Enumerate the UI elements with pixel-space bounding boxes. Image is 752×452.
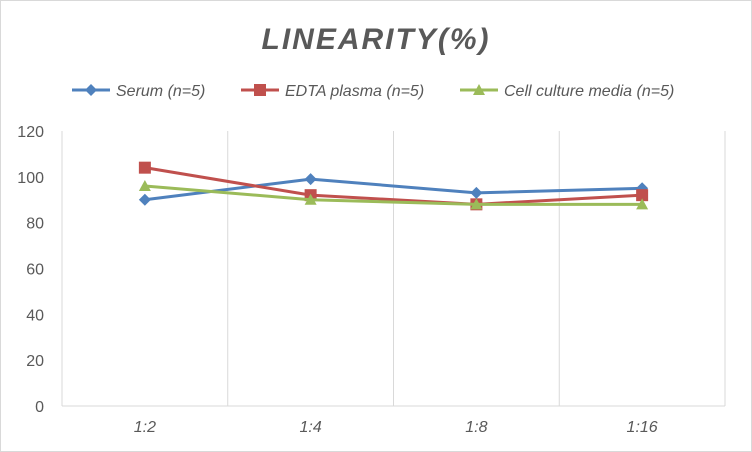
data-point bbox=[470, 198, 483, 210]
data-point bbox=[138, 180, 151, 191]
series-layer bbox=[138, 161, 649, 211]
data-point bbox=[138, 193, 151, 206]
x-tick-label: 1:4 bbox=[300, 419, 322, 436]
data-point bbox=[636, 198, 649, 210]
y-tick-label: 80 bbox=[26, 216, 44, 233]
legend: Serum (n=5) EDTA plasma (n=5) Cell culture… bbox=[72, 83, 674, 100]
data-point bbox=[636, 189, 649, 202]
series-line bbox=[144, 184, 643, 206]
data-point bbox=[304, 193, 317, 205]
x-tick-label: 1:8 bbox=[465, 419, 487, 436]
y-tick-label: 0 bbox=[35, 399, 44, 416]
y-tick-label: 40 bbox=[26, 307, 44, 324]
legend-label: Cell culture media (n=5) bbox=[504, 83, 674, 100]
y-tick-label: 100 bbox=[17, 170, 44, 187]
legend-marker bbox=[85, 84, 97, 96]
legend-marker bbox=[473, 84, 485, 95]
legend-marker bbox=[254, 84, 266, 96]
y-axis: 0 20 40 60 80 100 120 bbox=[17, 124, 44, 416]
data-point bbox=[470, 186, 483, 199]
series-line bbox=[144, 177, 643, 202]
y-tick-label: 60 bbox=[26, 262, 44, 279]
data-point bbox=[304, 173, 317, 186]
legend-label: EDTA plasma (n=5) bbox=[285, 83, 424, 100]
y-tick-label: 120 bbox=[17, 124, 44, 141]
legend-item: Serum (n=5) bbox=[72, 83, 205, 100]
data-point bbox=[138, 161, 151, 174]
legend-item: Cell culture media (n=5) bbox=[460, 83, 674, 100]
legend-item: EDTA plasma (n=5) bbox=[241, 83, 424, 100]
chart-title: LINEARITY(%) bbox=[262, 23, 491, 56]
series-cell-culture-media-n-5 bbox=[138, 180, 649, 210]
legend-label: Serum (n=5) bbox=[116, 83, 205, 100]
x-tick-label: 1:2 bbox=[134, 419, 156, 436]
grid bbox=[61, 131, 726, 407]
x-tick-label: 1:16 bbox=[627, 419, 658, 436]
y-tick-label: 20 bbox=[26, 353, 44, 370]
x-axis: 1:2 1:4 1:8 1:16 bbox=[134, 419, 658, 436]
series-line bbox=[144, 166, 643, 206]
